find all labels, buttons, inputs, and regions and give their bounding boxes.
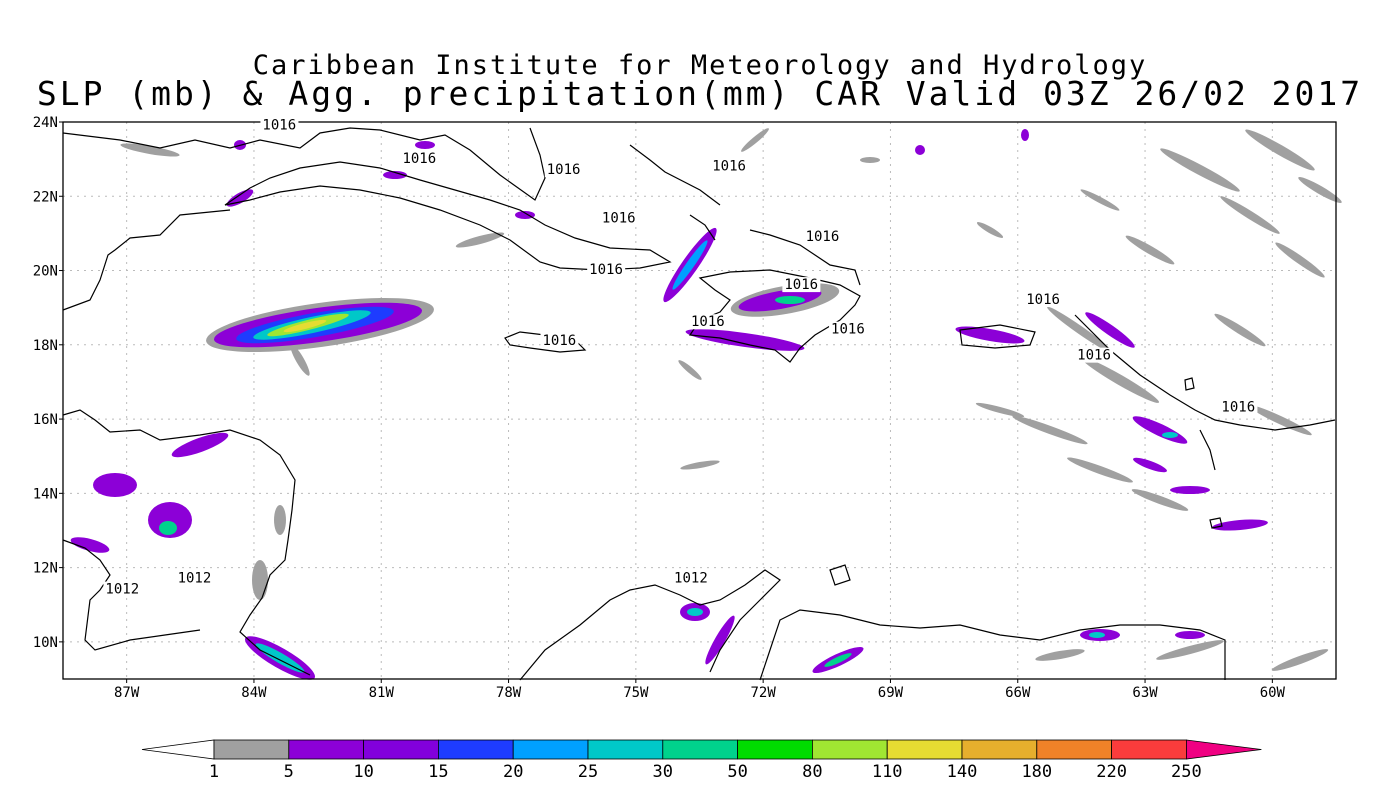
isobar-label: 1016 [547,162,581,178]
colorbar-label: 20 [503,762,523,782]
isobar-label-bg [260,117,299,133]
isobar-label: 1016 [589,262,623,278]
colorbar-segment [812,739,888,760]
lat-label: 18N [33,338,58,354]
isobar-label-bg [587,262,626,278]
colorbar-label: 1 [209,762,219,782]
colorbar-label: 30 [653,762,673,782]
isobar-label: 1016 [712,158,746,174]
isobar-label: 1016 [1026,292,1060,308]
isobar-label-bg [1075,347,1114,363]
precipitation-field [70,128,1342,680]
isobar-label-bg [175,570,214,586]
colorbar-label: 110 [872,762,903,782]
colorbar-label: 15 [428,762,448,782]
isobar-label: 1016 [691,314,725,330]
isobar-label: 1016 [602,210,636,226]
isobar-label: 1012 [178,570,212,586]
lon-label: 66W [1005,685,1031,701]
colorbar-label: 10 [353,762,373,782]
precip-light-streaks [120,128,1342,671]
lon-label: 78W [496,685,522,701]
isobar-label-bg [710,158,749,174]
isobar-labels: 1016 1016 1016 1016 1016 1016 1016 1016 1016 1016… [103,117,1258,598]
precip-cayman-blob [206,297,434,353]
isobar-label: 1016 [1077,348,1111,364]
isobar-label: 1012 [674,570,708,586]
lon-label: 60W [1260,685,1286,701]
isobar-label: 1016 [784,277,818,293]
precip-cuba-north [226,129,1029,219]
lon-label: 63W [1132,685,1158,701]
colorbar-label: 140 [947,762,978,782]
colorbar-label: 50 [727,762,747,782]
map-gridlines [59,121,1336,683]
lon-label: 75W [623,685,649,701]
isobar-label: 1016 [262,117,296,133]
lon-label: 84W [241,685,267,701]
lat-label: 14N [33,486,58,502]
precip-central-america [70,432,315,680]
colorbar-segment [737,739,813,760]
isobar-label-bg [540,332,579,348]
precip-colorbar: 1 5 10 15 20 25 30 50 80 110 140 180 220 250 [141,739,1262,782]
precip-lesser-antilles [1080,312,1268,641]
colorbar-segment [1036,739,1113,760]
colorbar-label: 180 [1021,762,1052,782]
colorbar-segment [662,739,738,760]
isobar-label: 1016 [1221,400,1255,416]
colorbar-label: 5 [284,762,294,782]
colorbar-label: 250 [1171,762,1202,782]
colorbar-label: 220 [1096,762,1127,782]
lat-label: 22N [33,189,58,205]
colorbar-segment [288,739,364,760]
colorbar-under-arrow [141,739,215,760]
isobar-label-bg [544,161,583,177]
latitude-labels: 24N 22N 20N 18N 16N 14N 12N 10N [33,115,58,651]
lon-label: 81W [369,685,395,701]
colorbar-label: 25 [578,762,598,782]
longitude-labels: 87W 84W 81W 78W 75W 72W 69W 66W 63W 60W [114,685,1286,701]
colorbar-segment [961,739,1038,760]
colorbar-segment [363,739,439,760]
colorbar-segment [512,739,589,760]
coastlines [62,127,1336,681]
map-frame [62,121,1337,680]
isobar-label: 1012 [105,582,139,598]
isobar-label-bg [672,570,711,586]
isobar-label-bg [103,581,142,597]
lon-label: 69W [878,685,904,701]
lon-label: 87W [114,685,140,701]
isobar-label-bg [599,210,638,226]
colorbar-segment [886,739,963,760]
isobar-label-bg [1024,291,1063,307]
colorbar-segment [213,739,290,760]
isobar-label-bg [1219,399,1258,415]
colorbar-label: 80 [802,762,822,782]
isobar-label-bg [782,277,821,293]
title-line-1: Caribbean Institute for Meteorology and … [252,50,1148,81]
lon-label: 72W [751,685,777,701]
isobar-label: 1016 [542,333,576,349]
title-line-2: SLP (mb) & Agg. precipitation(mm) CAR Va… [36,74,1364,113]
colorbar-segment [587,739,664,760]
precip-south-america [680,603,1205,674]
lat-label: 12N [33,561,58,577]
lat-label: 10N [33,635,58,651]
lat-label: 24N [33,115,58,131]
lat-label: 16N [33,412,58,428]
isobar-label-bg [829,321,868,337]
isobar-label: 1016 [806,229,840,245]
colorbar-over-arrow [1186,739,1262,760]
colorbar-segment [437,739,514,760]
isobar-label: 1016 [402,151,436,167]
lat-label: 20N [33,264,58,280]
isobar-label-bg [803,228,842,244]
colorbar-segment [1111,739,1187,760]
isobar-label-bg [400,150,439,166]
isobar-label-bg [689,314,728,330]
isobar-label: 1016 [831,322,865,338]
